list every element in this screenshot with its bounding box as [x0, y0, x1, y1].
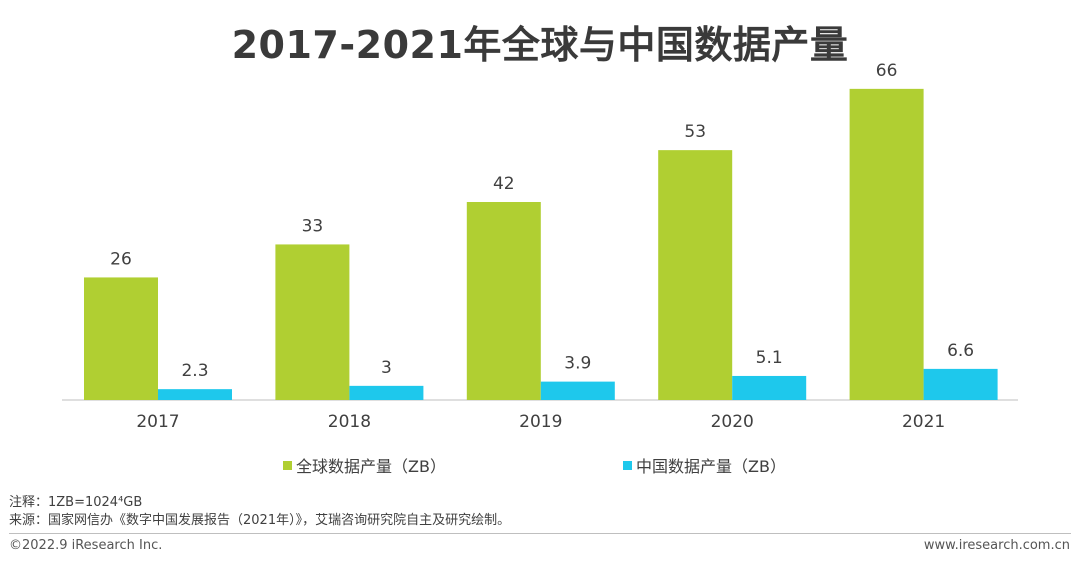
x-tick-label-2021: 2021 [902, 412, 945, 432]
legend-item-global: 全球数据产量（ZB） [283, 453, 446, 477]
data-label-china-2021: 6.6 [947, 341, 974, 361]
bar-global-2021 [849, 88, 924, 400]
data-label-china-2019: 3.9 [564, 354, 591, 374]
footer-copyright: ©2022.9 iResearch Inc. [9, 538, 163, 553]
bar-chart: 262.320173332018423.92019535.12020666.62… [62, 61, 1018, 432]
legend: 全球数据产量（ZB） 中国数据产量（ZB） [0, 453, 1080, 477]
legend-item-china: 中国数据产量（ZB） [623, 453, 786, 477]
data-label-global-2021: 66 [876, 61, 898, 81]
data-label-global-2019: 42 [493, 174, 515, 194]
x-tick-label-2019: 2019 [519, 412, 562, 432]
bar-china-2020 [732, 375, 807, 400]
bar-global-2018 [275, 244, 350, 400]
source-line: 来源：国家网信办《数字中国发展报告（2021年）》，艾瑞咨询研究院自主及研究绘制… [9, 513, 511, 528]
footer-divider [9, 533, 1071, 534]
x-tick-label-2017: 2017 [136, 412, 179, 432]
data-label-china-2018: 3 [381, 358, 392, 378]
bar-global-2020 [658, 150, 733, 400]
bar-china-2021 [923, 368, 998, 400]
data-label-global-2017: 26 [110, 249, 132, 269]
bar-global-2019 [466, 202, 541, 400]
legend-label-china: 中国数据产量（ZB） [636, 457, 786, 476]
legend-swatch-global [283, 460, 292, 470]
x-tick-label-2018: 2018 [328, 412, 371, 432]
legend-label-global: 全球数据产量（ZB） [296, 457, 446, 476]
footer-website[interactable]: www.iresearch.com.cn [923, 538, 1070, 553]
data-label-global-2020: 53 [684, 122, 706, 142]
data-label-china-2017: 2.3 [181, 361, 208, 381]
bar-china-2017 [158, 389, 232, 400]
bar-china-2019 [540, 381, 615, 400]
legend-swatch-china [623, 460, 632, 470]
note-line: 注释：1ZB=1024⁴GB [9, 495, 143, 510]
data-label-china-2020: 5.1 [756, 348, 783, 368]
bar-global-2017 [84, 277, 158, 400]
bar-china-2018 [349, 385, 424, 400]
x-tick-label-2020: 2020 [711, 412, 754, 432]
data-label-global-2018: 33 [302, 216, 324, 236]
chart-title: 2017-2021年全球与中国数据产量 [231, 23, 849, 67]
